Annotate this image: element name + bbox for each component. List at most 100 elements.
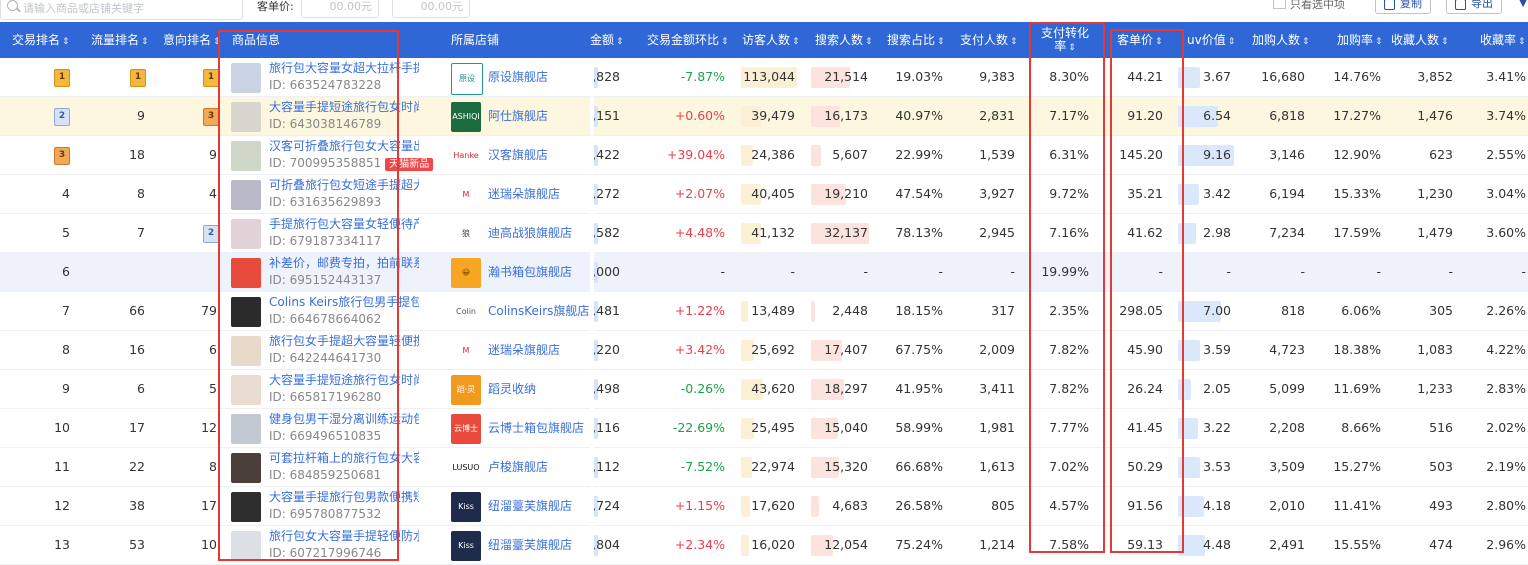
- column-header-11[interactable]: 支付转化率 ⇕: [1032, 27, 1098, 54]
- product-thumbnail[interactable]: [231, 180, 261, 210]
- column-header-3[interactable]: 商品信息: [232, 22, 352, 58]
- product-thumbnail[interactable]: [231, 375, 261, 405]
- table-row[interactable]: 9 6 5 大容量手提短途旅行包女时尚潮... ID: 665817196280 蹈·灵蹈…: [0, 370, 1528, 409]
- sort-icon[interactable]: ⇕: [213, 37, 221, 47]
- sort-icon[interactable]: ⇕: [141, 37, 149, 47]
- avg-order-value: 41.62: [1127, 225, 1163, 240]
- shop-name-link[interactable]: 阿仕旗舰店: [488, 109, 549, 123]
- product-name-link[interactable]: 健身包男干湿分离训练运动包手...: [269, 412, 419, 426]
- sort-icon[interactable]: ⇕: [1155, 37, 1163, 47]
- shop-name-link[interactable]: 纽溜薹芙旗舰店: [488, 538, 573, 552]
- product-thumbnail[interactable]: [231, 297, 261, 327]
- export-button[interactable]: 导出 ▼: [1446, 0, 1527, 14]
- product-name-link[interactable]: 旅行包大容量女超大拉杆手提出...: [269, 61, 419, 75]
- product-name-link[interactable]: Colins Keirs旅行包男手提包干...: [269, 295, 419, 309]
- column-header-16[interactable]: 收藏人数 ⇕: [1391, 22, 1457, 58]
- product-name-link[interactable]: 可套拉杆箱上的旅行包女大容量...: [269, 451, 419, 465]
- sort-icon[interactable]: ⇕: [937, 37, 945, 47]
- column-header-4[interactable]: 所属店铺: [451, 22, 541, 58]
- shop-name-link[interactable]: 瀚书箱包旗舰店: [488, 265, 573, 279]
- sort-icon[interactable]: ⇕: [792, 37, 800, 47]
- column-header-13[interactable]: uv价值 ⇕: [1187, 22, 1243, 58]
- product-thumbnail[interactable]: [231, 102, 261, 132]
- price-min-input[interactable]: 00.00元: [301, 0, 379, 18]
- shop-name-link[interactable]: 卢梭旗舰店: [488, 460, 549, 474]
- shop-name-link[interactable]: 迪高战狼旗舰店: [488, 226, 573, 240]
- shop-name-link[interactable]: 迷瑞朵旗舰店: [488, 343, 561, 357]
- product-thumbnail[interactable]: [231, 63, 261, 93]
- table-row[interactable]: 10 17 12 健身包男干湿分离训练运动包手... ID: 669496510835 云…: [0, 409, 1528, 448]
- table-row[interactable]: 8 16 6 旅行包女手提超大容量轻便携待... ID: 642244641730 M 迷瑞…: [0, 331, 1528, 370]
- product-thumbnail[interactable]: [231, 453, 261, 483]
- product-name-link[interactable]: 补差价，邮费专拍，拍前联系客服: [269, 256, 419, 270]
- product-thumbnail[interactable]: [231, 219, 261, 249]
- table-row[interactable]: 7 66 79 Colins Keirs旅行包男手提包干... ID: 66467866…: [0, 292, 1528, 331]
- shop-name-link[interactable]: 蹈灵收纳: [488, 382, 537, 396]
- only-selected-checkbox[interactable]: [1273, 0, 1286, 9]
- sort-icon[interactable]: ⇕: [1068, 43, 1076, 53]
- favorite-users: 1,083: [1417, 342, 1453, 357]
- product-thumbnail[interactable]: [231, 492, 261, 522]
- price-max-input[interactable]: 00.00元: [392, 0, 470, 18]
- column-header-5[interactable]: 金额 ⇕: [590, 22, 630, 58]
- sort-icon[interactable]: ⇕: [1441, 37, 1449, 47]
- shop-name-link[interactable]: 纽溜薹芙旗舰店: [488, 499, 573, 513]
- table-row[interactable]: 6 补差价，邮费专拍，拍前联系客服 ID: 695152443137 😀 瀚书箱包旗舰店…: [0, 253, 1528, 292]
- column-header-10[interactable]: 支付人数 ⇕: [960, 22, 1026, 58]
- column-header-1[interactable]: 流量排名 ⇕: [91, 22, 157, 58]
- sort-icon[interactable]: ⇕: [721, 37, 729, 47]
- value-bar: [811, 106, 840, 127]
- product-thumbnail[interactable]: [231, 336, 261, 366]
- product-thumbnail[interactable]: [231, 258, 261, 288]
- shop-name-link[interactable]: 迷瑞朵旗舰店: [488, 187, 561, 201]
- column-header-8[interactable]: 搜索人数 ⇕: [815, 22, 885, 58]
- search-input[interactable]: 请输入商品或店铺关键字: [0, 0, 243, 20]
- product-name-link[interactable]: 可折叠旅行包女短途手提超大容...: [269, 178, 419, 192]
- product-name-link[interactable]: 大容量手提短途旅行包女时尚轻...: [269, 100, 419, 114]
- sort-icon[interactable]: ⇕: [1227, 37, 1236, 47]
- table-row[interactable]: 2 9 3 大容量手提短途旅行包女时尚轻... ID: 643038146789 ASHI…: [0, 97, 1528, 136]
- sort-icon[interactable]: ⇕: [616, 37, 624, 47]
- flow-rank: 7: [137, 225, 145, 240]
- column-header-6[interactable]: 交易金额环比 ⇕: [647, 22, 742, 58]
- sort-icon[interactable]: ⇕: [1375, 37, 1383, 47]
- table-row[interactable]: 4 8 4 可折叠旅行包女短途手提超大容... ID: 631635629893 M 迷瑞朵…: [0, 175, 1528, 214]
- column-header-15[interactable]: 加购率 ⇕: [1337, 22, 1393, 58]
- copy-button[interactable]: 复制: [1375, 0, 1431, 14]
- value-bar: [811, 184, 846, 205]
- column-header-0[interactable]: 交易排名 ⇕: [12, 22, 82, 58]
- product-thumbnail[interactable]: [231, 141, 261, 171]
- table-row[interactable]: 3 18 9 汉客可折叠旅行包女大容量出差... ID: 700995358851天猫新…: [0, 136, 1528, 175]
- table-row[interactable]: 13 53 10 旅行包女大容量手提轻便防水行... ID: 607217996746 K…: [0, 526, 1528, 565]
- sort-icon[interactable]: ⇕: [1518, 37, 1526, 47]
- shop-name-link[interactable]: 汉客旗舰店: [488, 148, 549, 162]
- trade-amount: ,422: [592, 147, 620, 162]
- search-users: 32,137: [824, 225, 868, 240]
- product-name-link[interactable]: 旅行包女手提超大容量轻便携待...: [269, 334, 419, 348]
- sort-icon[interactable]: ⇕: [1010, 37, 1018, 47]
- product-name-link[interactable]: 大容量手提短途旅行包女时尚潮...: [269, 373, 419, 387]
- table-row[interactable]: 5 7 2 手提旅行包大容量女轻便待产包... ID: 679187334117 狼迪高战…: [0, 214, 1528, 253]
- column-header-14[interactable]: 加购人数 ⇕: [1252, 22, 1322, 58]
- sort-icon[interactable]: ⇕: [1302, 37, 1310, 47]
- column-header-2[interactable]: 意向排名 ⇕: [163, 22, 223, 58]
- shop-name-link[interactable]: 云博士箱包旗舰店: [488, 421, 585, 435]
- table-row[interactable]: 1 1 1 旅行包大容量女超大拉杆手提出... ID: 663524783228 原设原设…: [0, 58, 1528, 97]
- product-thumbnail[interactable]: [231, 414, 261, 444]
- sort-icon[interactable]: ⇕: [865, 37, 873, 47]
- product-name-link[interactable]: 大容量手提旅行包男款便携短途...: [269, 490, 419, 504]
- column-header-9[interactable]: 搜索占比 ⇕: [887, 22, 953, 58]
- product-name-link[interactable]: 汉客可折叠旅行包女大容量出差...: [269, 139, 419, 153]
- shop-name-link[interactable]: 原设旗舰店: [488, 70, 549, 84]
- product-name-link[interactable]: 手提旅行包大容量女轻便待产包...: [269, 217, 419, 231]
- sort-icon[interactable]: ⇕: [62, 37, 70, 47]
- shop-name-link[interactable]: ColinsKeirs旗舰店: [488, 304, 590, 318]
- column-header-17[interactable]: 收藏率 ⇕: [1480, 22, 1528, 58]
- table-row[interactable]: 11 22 8 可套拉杆箱上的旅行包女大容量... ID: 684859250681 LU…: [0, 448, 1528, 487]
- chevron-down-icon[interactable]: ▼: [1519, 0, 1527, 9]
- column-header-7[interactable]: 访客人数 ⇕: [742, 22, 808, 58]
- column-header-12[interactable]: 客单价 ⇕: [1117, 22, 1177, 58]
- table-row[interactable]: 12 38 17 大容量手提旅行包男款便携短途... ID: 695780877532 K…: [0, 487, 1528, 526]
- product-thumbnail[interactable]: [231, 531, 261, 561]
- product-name-link[interactable]: 旅行包女大容量手提轻便防水行...: [269, 529, 419, 543]
